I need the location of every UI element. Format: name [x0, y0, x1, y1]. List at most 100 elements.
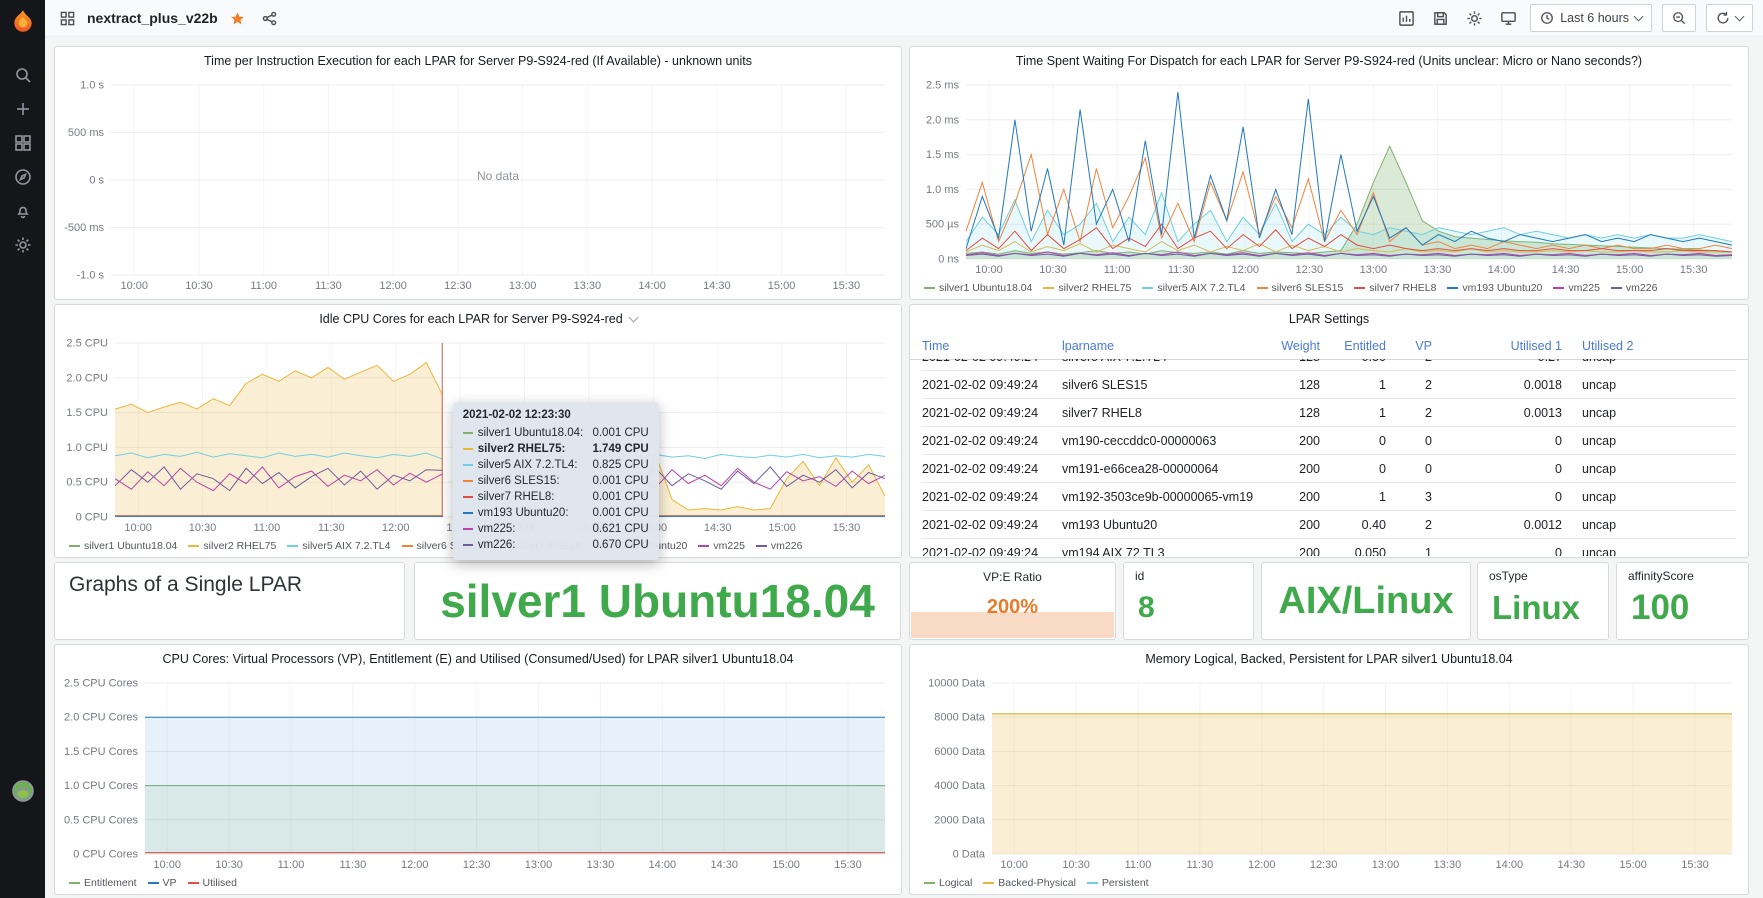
legend-item[interactable]: vm225: [698, 540, 745, 552]
tooltip-series-name: silver6 SLES15:: [477, 474, 560, 487]
stat-title[interactable]: osType: [1489, 569, 1528, 583]
legend-item[interactable]: VP: [147, 877, 177, 889]
table-cell: 2: [1425, 517, 1432, 532]
legend-item[interactable]: vm226: [1610, 282, 1657, 294]
legend-item[interactable]: silver1 Ubuntu18.04: [69, 540, 177, 552]
legend-item[interactable]: Backed-Physical: [983, 877, 1076, 889]
svg-text:15:00: 15:00: [1616, 264, 1644, 276]
svg-text:10:00: 10:00: [120, 280, 148, 292]
share-icon[interactable]: [258, 6, 282, 30]
svg-text:6000 Data: 6000 Data: [934, 746, 986, 758]
legend-color-icon: [924, 287, 935, 289]
tooltip-series-row: silver5 AIX 7.2.TL4: 0.825 CPU: [462, 457, 649, 473]
svg-text:13:30: 13:30: [1424, 264, 1452, 276]
chevron-down-icon: [1633, 11, 1644, 22]
svg-text:14:30: 14:30: [704, 522, 732, 534]
svg-text:14:30: 14:30: [710, 859, 738, 871]
legend-item[interactable]: silver2 RHEL75: [188, 540, 276, 552]
stat-title[interactable]: id: [1135, 569, 1145, 583]
panel-stat-affinity-score: affinityScore 100: [1616, 562, 1749, 640]
svg-text:10:30: 10:30: [1062, 859, 1090, 871]
legend-item[interactable]: vm226: [755, 540, 802, 552]
table-column-header[interactable]: VP: [1415, 339, 1432, 353]
stat-value: AIX/Linux: [1278, 579, 1454, 622]
chart-plot[interactable]: 2.5 CPU Cores 2.0 CPU Cores 1.5 CPU Cores 1…: [57, 673, 899, 872]
legend-color-icon: [69, 882, 80, 884]
legend-label: silver5 AIX 7.2.TL4: [302, 540, 391, 552]
dashboards-icon[interactable]: [7, 132, 39, 154]
legend-item[interactable]: silver2 RHEL75: [1043, 282, 1131, 294]
legend-item[interactable]: Logical: [924, 877, 972, 889]
svg-text:10:30: 10:30: [189, 522, 217, 534]
legend-item[interactable]: Persistent: [1086, 877, 1149, 889]
settings-gear-icon[interactable]: [7, 234, 39, 256]
stat-title[interactable]: VP:E Ratio: [983, 570, 1042, 584]
chart-plot[interactable]: 1.0 s 500 ms 0 s -500 ms -1.0 s 10:00 10:30 11:…: [57, 75, 899, 293]
grafana-logo-icon[interactable]: [9, 8, 37, 36]
table-cell: 128: [1299, 405, 1320, 420]
svg-text:13:00: 13:00: [1360, 264, 1388, 276]
legend-item[interactable]: silver1 Ubuntu18.04: [924, 282, 1032, 294]
table-cell: 0: [1555, 461, 1562, 476]
chart-plot[interactable]: 2.5 CPU 2.0 CPU 1.5 CPU 1.0 CPU 0.5 CPU 0 CPU…: [57, 333, 899, 560]
panel-memory: Memory Logical, Backed, Persistent for L…: [909, 644, 1749, 895]
svg-text:1.5 ms: 1.5 ms: [926, 149, 960, 161]
table-column-header[interactable]: Utilised 1: [1510, 339, 1562, 353]
legend-label: Persistent: [1101, 877, 1149, 889]
favorite-star-icon[interactable]: [226, 6, 250, 30]
table-cell: uncap: [1582, 377, 1617, 392]
svg-text:13:00: 13:00: [1372, 859, 1400, 871]
panel-title[interactable]: LPAR Settings: [1288, 312, 1370, 326]
legend-item[interactable]: silver5 AIX 7.2.TL4: [1142, 282, 1246, 294]
legend-item[interactable]: silver5 AIX 7.2.TL4: [287, 540, 391, 552]
user-avatar[interactable]: [7, 780, 39, 802]
table-column-header[interactable]: lparname: [1062, 339, 1115, 353]
panel-menu-chevron-icon[interactable]: [628, 312, 639, 322]
svg-text:8000 Data: 8000 Data: [934, 712, 986, 724]
stat-title[interactable]: affinityScore: [1628, 569, 1694, 583]
legend-item[interactable]: silver6 SLES15: [1256, 282, 1343, 294]
panel-title[interactable]: CPU Cores: Virtual Processors (VP), Enti…: [162, 652, 794, 666]
dashboard-settings-icon[interactable]: [1462, 6, 1486, 30]
explore-compass-icon[interactable]: [7, 166, 39, 188]
table-cell: 200: [1299, 545, 1320, 557]
zoom-out-button[interactable]: [1662, 4, 1696, 32]
stat-value: 200%: [986, 595, 1039, 618]
tooltip-series-value: 0.825 CPU: [592, 458, 649, 471]
panel-title[interactable]: Memory Logical, Backed, Persistent for L…: [1145, 652, 1513, 666]
save-dashboard-icon[interactable]: [1428, 6, 1452, 30]
chart-plot[interactable]: 2.5 ms 2.0 ms 1.5 ms 1.0 ms 500 µs 0 ns 10:00 1…: [912, 75, 1746, 277]
refresh-button[interactable]: [1706, 4, 1753, 32]
svg-text:15:00: 15:00: [772, 859, 800, 871]
panel-title[interactable]: Time Spent Waiting For Dispatch for each…: [1015, 54, 1643, 68]
table-column-header[interactable]: Entitled: [1344, 339, 1386, 353]
legend-item[interactable]: Utilised: [187, 877, 237, 889]
table-column-header[interactable]: Utilised 2: [1582, 339, 1634, 353]
table-column-header[interactable]: Time: [922, 339, 950, 353]
sidebar: [0, 0, 45, 898]
panel-title[interactable]: Time per Instruction Execution for each …: [204, 54, 752, 68]
search-icon[interactable]: [7, 64, 39, 86]
legend-item[interactable]: silver7 RHEL8: [1354, 282, 1436, 294]
table-cell: uncap: [1582, 545, 1617, 557]
table-column-header[interactable]: Weight: [1281, 339, 1320, 353]
legend-item[interactable]: vm193 Ubuntu20: [1447, 282, 1542, 294]
legend-item[interactable]: vm225: [1553, 282, 1600, 294]
dashboard-title[interactable]: nextract_plus_v22b: [87, 10, 218, 26]
table-cell: 2021-02-02 09:49:24: [922, 405, 1039, 420]
cycle-view-monitor-icon[interactable]: [1496, 6, 1520, 30]
panel-stat-ostype: osType Linux: [1477, 562, 1609, 640]
time-range-picker[interactable]: Last 6 hours: [1530, 4, 1652, 32]
table-cell: 0.50: [1320, 359, 1386, 364]
panel-stat-vpe-ratio: VP:E Ratio 200%: [909, 562, 1116, 640]
chart-plot[interactable]: 10000 Data 8000 Data 6000 Data 4000 Data 200…: [912, 673, 1746, 872]
plus-icon[interactable]: [7, 98, 39, 120]
alerting-bell-icon[interactable]: [7, 200, 39, 222]
svg-text:15:30: 15:30: [833, 280, 861, 292]
svg-text:1.0 CPU: 1.0 CPU: [66, 442, 108, 454]
svg-text:14:00: 14:00: [1488, 264, 1516, 276]
panel-title[interactable]: Idle CPU Cores for each LPAR for Server …: [55, 305, 901, 333]
table-cell: 0: [1555, 545, 1562, 557]
add-panel-icon[interactable]: [1394, 6, 1418, 30]
legend-item[interactable]: Entitlement: [69, 877, 137, 889]
